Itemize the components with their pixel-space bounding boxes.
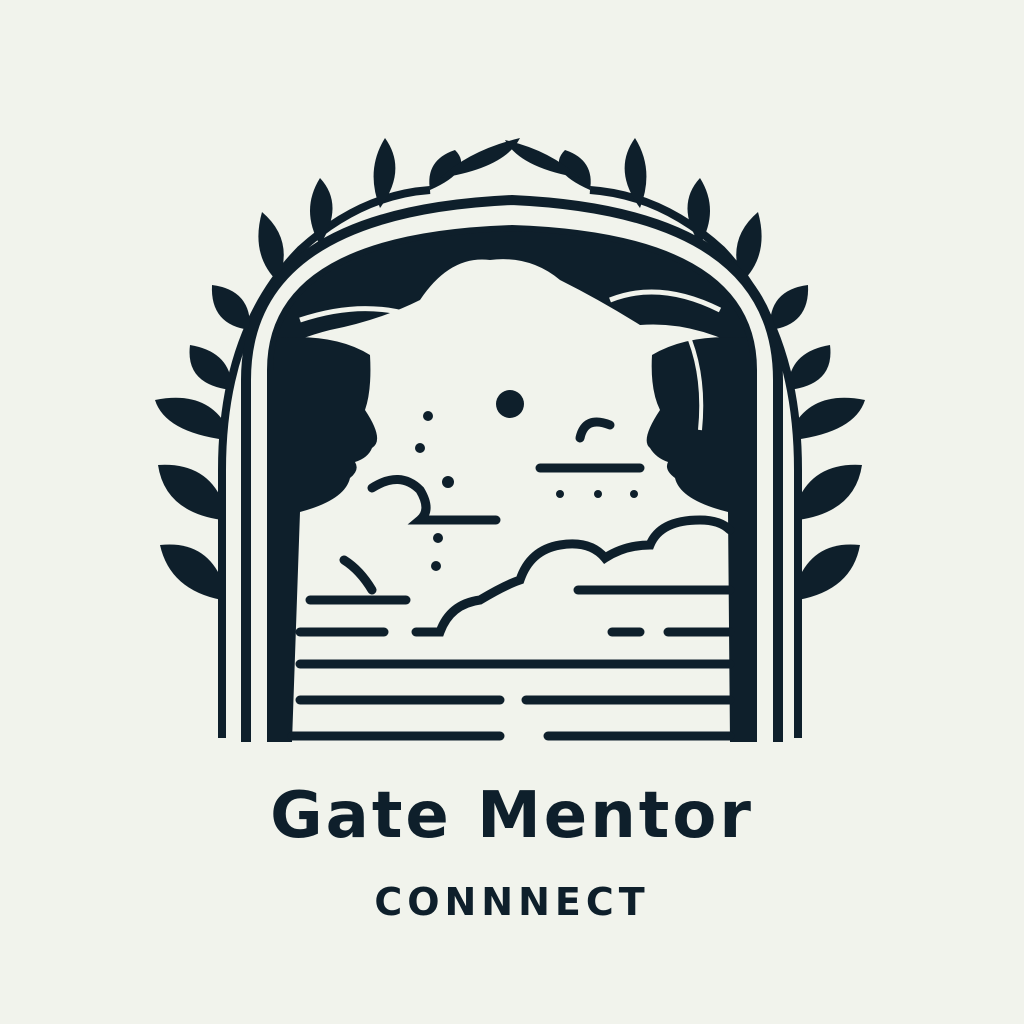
sun-icon <box>496 390 524 418</box>
cloud-icon <box>295 417 735 669</box>
brand-name: Gate Mentor <box>270 779 754 853</box>
sky-dots-icon <box>415 411 638 571</box>
canopy-foliage-icon <box>270 228 754 360</box>
face-profile-left-icon <box>270 337 378 742</box>
water-waves-icon <box>287 695 735 741</box>
brand-tagline: CONNNECT <box>374 880 650 924</box>
face-profile-right-icon <box>646 337 754 742</box>
leaf-branch-left-icon <box>155 138 520 738</box>
vine-arch-icon <box>241 194 783 742</box>
gate-frame-icon <box>267 224 757 742</box>
